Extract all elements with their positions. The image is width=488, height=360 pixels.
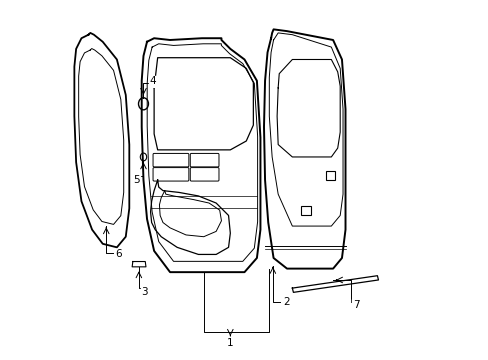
Text: 4: 4 <box>149 76 155 86</box>
Bar <box>301 206 310 215</box>
FancyBboxPatch shape <box>190 153 219 167</box>
FancyBboxPatch shape <box>153 168 188 181</box>
FancyBboxPatch shape <box>190 168 219 181</box>
Text: 1: 1 <box>226 338 233 348</box>
Text: 3: 3 <box>141 287 147 297</box>
Ellipse shape <box>140 153 146 161</box>
Text: 7: 7 <box>352 300 359 310</box>
Ellipse shape <box>138 98 148 110</box>
FancyBboxPatch shape <box>153 153 188 167</box>
Text: 2: 2 <box>283 297 289 307</box>
Text: 6: 6 <box>115 249 122 260</box>
Text: 5: 5 <box>133 175 140 185</box>
Bar <box>325 171 334 180</box>
